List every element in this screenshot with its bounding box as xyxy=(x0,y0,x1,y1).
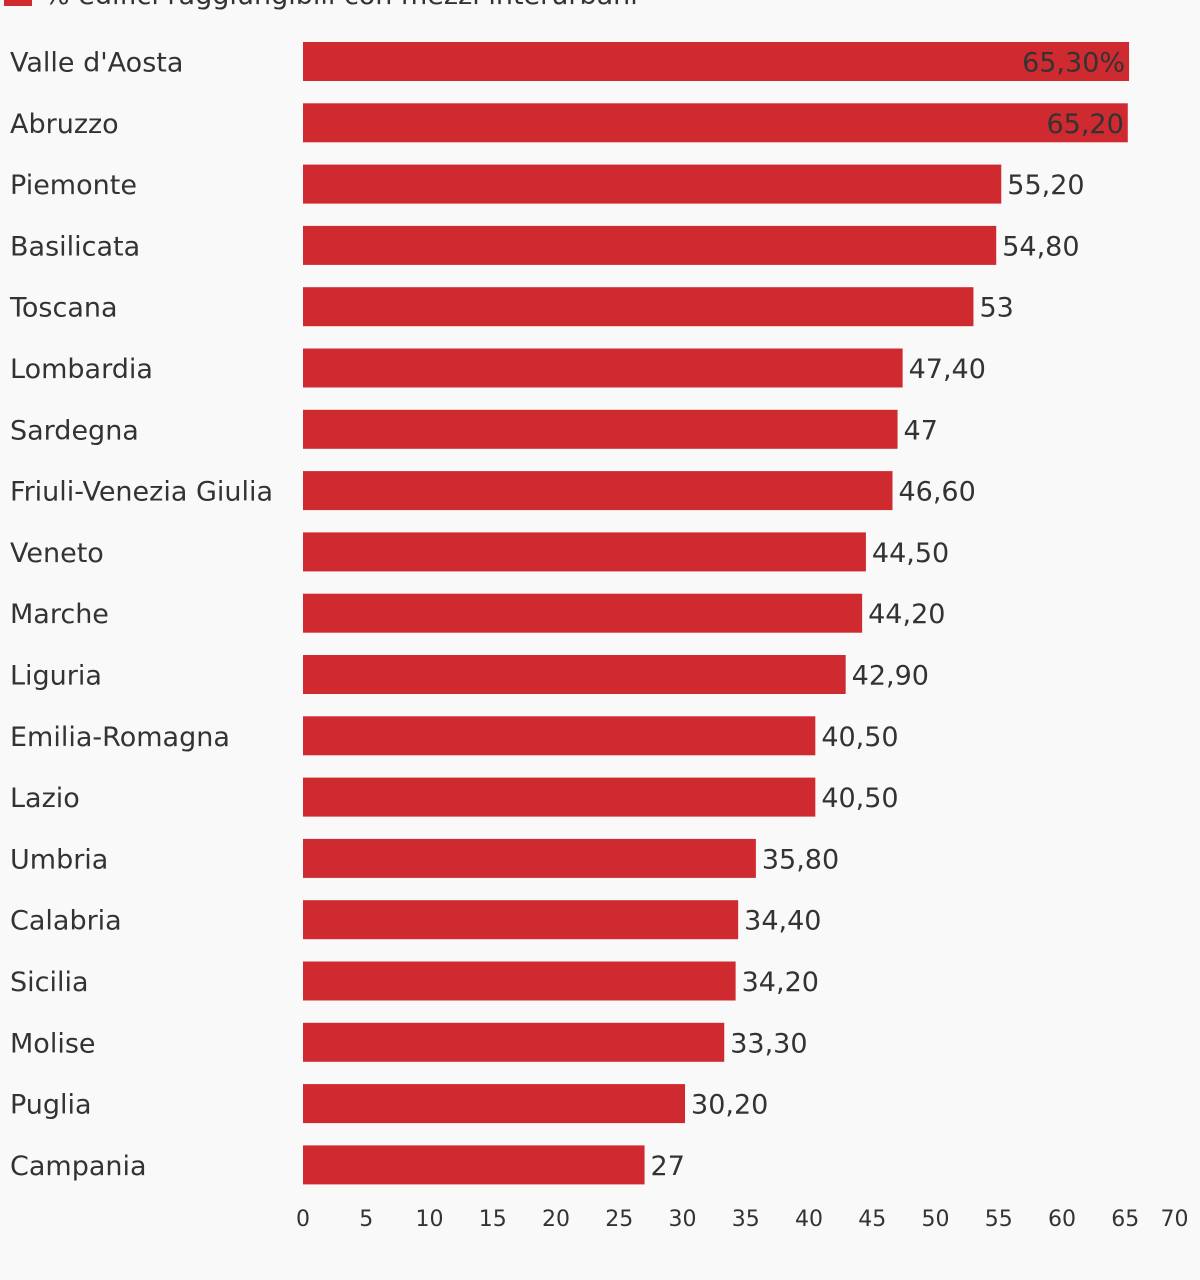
value-label: 44,20 xyxy=(868,599,945,630)
bar xyxy=(303,348,903,388)
value-label: 42,90 xyxy=(852,661,929,692)
bar xyxy=(303,532,866,572)
category-label: Piemonte xyxy=(10,170,137,201)
bar xyxy=(303,42,1130,81)
category-label: Abruzzo xyxy=(10,109,119,140)
value-label: 33,30 xyxy=(730,1028,807,1059)
category-label: Campania xyxy=(10,1151,147,1182)
bar xyxy=(303,471,893,511)
category-label: Valle d'Aosta xyxy=(10,48,183,79)
category-label: Umbria xyxy=(10,844,108,875)
x-tick-label: 70 xyxy=(1161,1207,1189,1232)
value-label: 54,80 xyxy=(1002,231,1079,262)
x-tick-label: 30 xyxy=(669,1207,697,1232)
value-label: 27 xyxy=(651,1151,685,1182)
value-label: 47,40 xyxy=(909,354,986,385)
bar xyxy=(303,961,736,1001)
value-label: 30,20 xyxy=(691,1090,768,1121)
x-tick-label: 45 xyxy=(858,1207,886,1232)
category-label: Sardegna xyxy=(10,415,139,446)
category-labels: Valle d'Aosta Abruzzo Piemonte Basilicata To… xyxy=(9,48,273,1182)
category-label: Lazio xyxy=(10,783,80,814)
category-label: Calabria xyxy=(10,906,122,937)
x-axis-ticks: 0 5 10 15 20 25 30 35 40 45 50 55 60 65 70 xyxy=(296,1207,1189,1232)
bar xyxy=(303,716,816,756)
x-tick-label: 25 xyxy=(605,1207,633,1232)
x-tick-label: 50 xyxy=(922,1207,950,1232)
value-label: 65,20 xyxy=(1046,109,1123,140)
category-label: Emilia-Romagna xyxy=(10,722,230,753)
x-tick-label: 15 xyxy=(479,1207,507,1232)
bar xyxy=(303,900,739,940)
value-label: 65,30% xyxy=(1022,48,1125,79)
category-label: Toscana xyxy=(9,293,118,324)
bar xyxy=(303,1084,686,1124)
bars-group xyxy=(303,42,1130,1185)
bar xyxy=(303,1022,725,1062)
value-label: 44,50 xyxy=(872,538,949,569)
category-label: Lombardia xyxy=(10,354,153,385)
bar xyxy=(303,655,846,694)
category-label: Sicilia xyxy=(10,967,89,998)
bar xyxy=(303,409,898,449)
category-label: Liguria xyxy=(10,661,102,692)
category-label: Basilicata xyxy=(10,231,140,262)
x-tick-label: 20 xyxy=(542,1207,570,1232)
category-label: Veneto xyxy=(10,538,104,569)
value-label: 35,80 xyxy=(762,844,839,875)
x-tick-label: 0 xyxy=(296,1207,310,1232)
value-label: 40,50 xyxy=(821,783,898,814)
category-label: Puglia xyxy=(10,1090,92,1121)
x-tick-label: 55 xyxy=(985,1207,1013,1232)
legend: % edifici raggiungibili con mezzi interu… xyxy=(4,0,638,11)
x-tick-label: 65 xyxy=(1111,1207,1139,1232)
bar xyxy=(303,287,974,327)
value-labels: 65,30% 65,20 55,20 54,80 53 47,40 47 46,60 44,50… xyxy=(651,48,1125,1182)
legend-swatch xyxy=(4,0,32,6)
x-tick-label: 35 xyxy=(732,1207,760,1232)
category-label: Friuli-Venezia Giulia xyxy=(10,477,273,508)
legend-label: % edifici raggiungibili con mezzi interu… xyxy=(44,0,638,11)
x-tick-label: 5 xyxy=(359,1207,373,1232)
x-tick-label: 60 xyxy=(1048,1207,1076,1232)
value-label: 53 xyxy=(979,293,1013,324)
bar xyxy=(303,593,863,633)
value-label: 46,60 xyxy=(898,477,975,508)
bar xyxy=(303,225,997,265)
category-label: Molise xyxy=(10,1028,96,1059)
value-label: 47 xyxy=(904,415,938,446)
x-tick-label: 40 xyxy=(795,1207,823,1232)
bar xyxy=(303,164,1002,204)
value-label: 34,20 xyxy=(742,967,819,998)
value-label: 34,40 xyxy=(744,906,821,937)
x-tick-label: 10 xyxy=(416,1207,444,1232)
bar xyxy=(303,838,756,878)
bar xyxy=(303,1145,645,1185)
bar xyxy=(303,777,816,817)
category-label: Marche xyxy=(10,599,109,630)
value-label: 55,20 xyxy=(1007,170,1084,201)
bar xyxy=(303,103,1128,143)
value-label: 40,50 xyxy=(821,722,898,753)
